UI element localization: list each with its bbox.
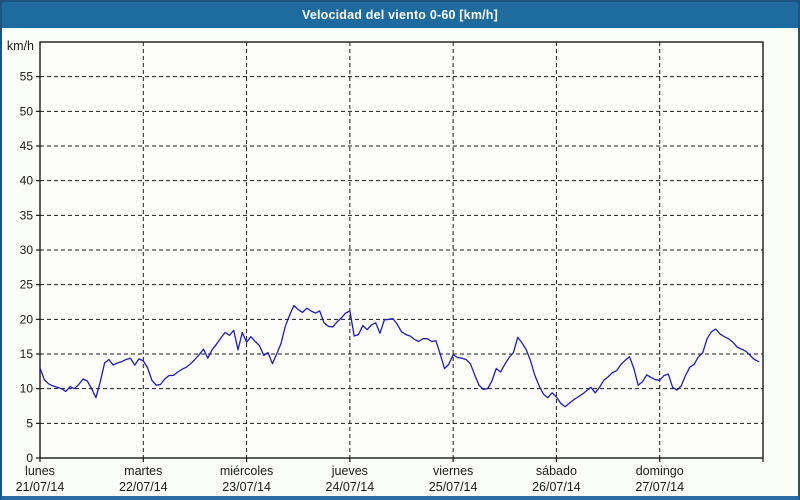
- y-tick-label: 35: [20, 208, 34, 222]
- x-date-label: 25/07/14: [429, 480, 478, 494]
- wind-series-line: [39, 304, 760, 408]
- x-date-label: 23/07/14: [222, 480, 271, 494]
- y-tick-label: 5: [26, 416, 33, 430]
- x-day-label: domingo: [636, 464, 684, 478]
- y-tick-label: 50: [20, 104, 34, 118]
- y-tick-label: 40: [20, 174, 34, 188]
- x-day-label: miércoles: [220, 464, 274, 478]
- x-date-label: 22/07/14: [119, 480, 168, 494]
- x-day-label: sábado: [536, 464, 577, 478]
- x-date-label: 24/07/14: [326, 480, 375, 494]
- x-day-label: viernes: [433, 464, 473, 478]
- x-day-label: jueves: [331, 464, 368, 478]
- x-date-label: 21/07/14: [16, 480, 65, 494]
- y-tick-label: 55: [20, 70, 34, 84]
- y-tick-label: 15: [20, 347, 34, 361]
- x-date-label: 27/07/14: [635, 480, 684, 494]
- y-axis-unit-label: km/h: [7, 39, 34, 53]
- y-tick-label: 10: [20, 382, 34, 396]
- x-day-label: martes: [124, 464, 162, 478]
- wind-speed-chart: 0 5 10 15 20 25 30 35 40 45 50 55 km/h lunes 21/07/14 m…: [7, 39, 764, 494]
- chart-title-bar: Velocidad del viento 0-60 [km/h]: [2, 2, 798, 28]
- y-tick-label: 0: [26, 451, 33, 465]
- y-tick-label: 45: [20, 139, 34, 153]
- y-tick-label: 30: [20, 243, 34, 257]
- y-tick-label: 20: [20, 312, 34, 326]
- x-day-label: lunes: [25, 464, 55, 478]
- y-tick-label: 25: [20, 278, 34, 292]
- x-date-label: 26/07/14: [532, 480, 581, 494]
